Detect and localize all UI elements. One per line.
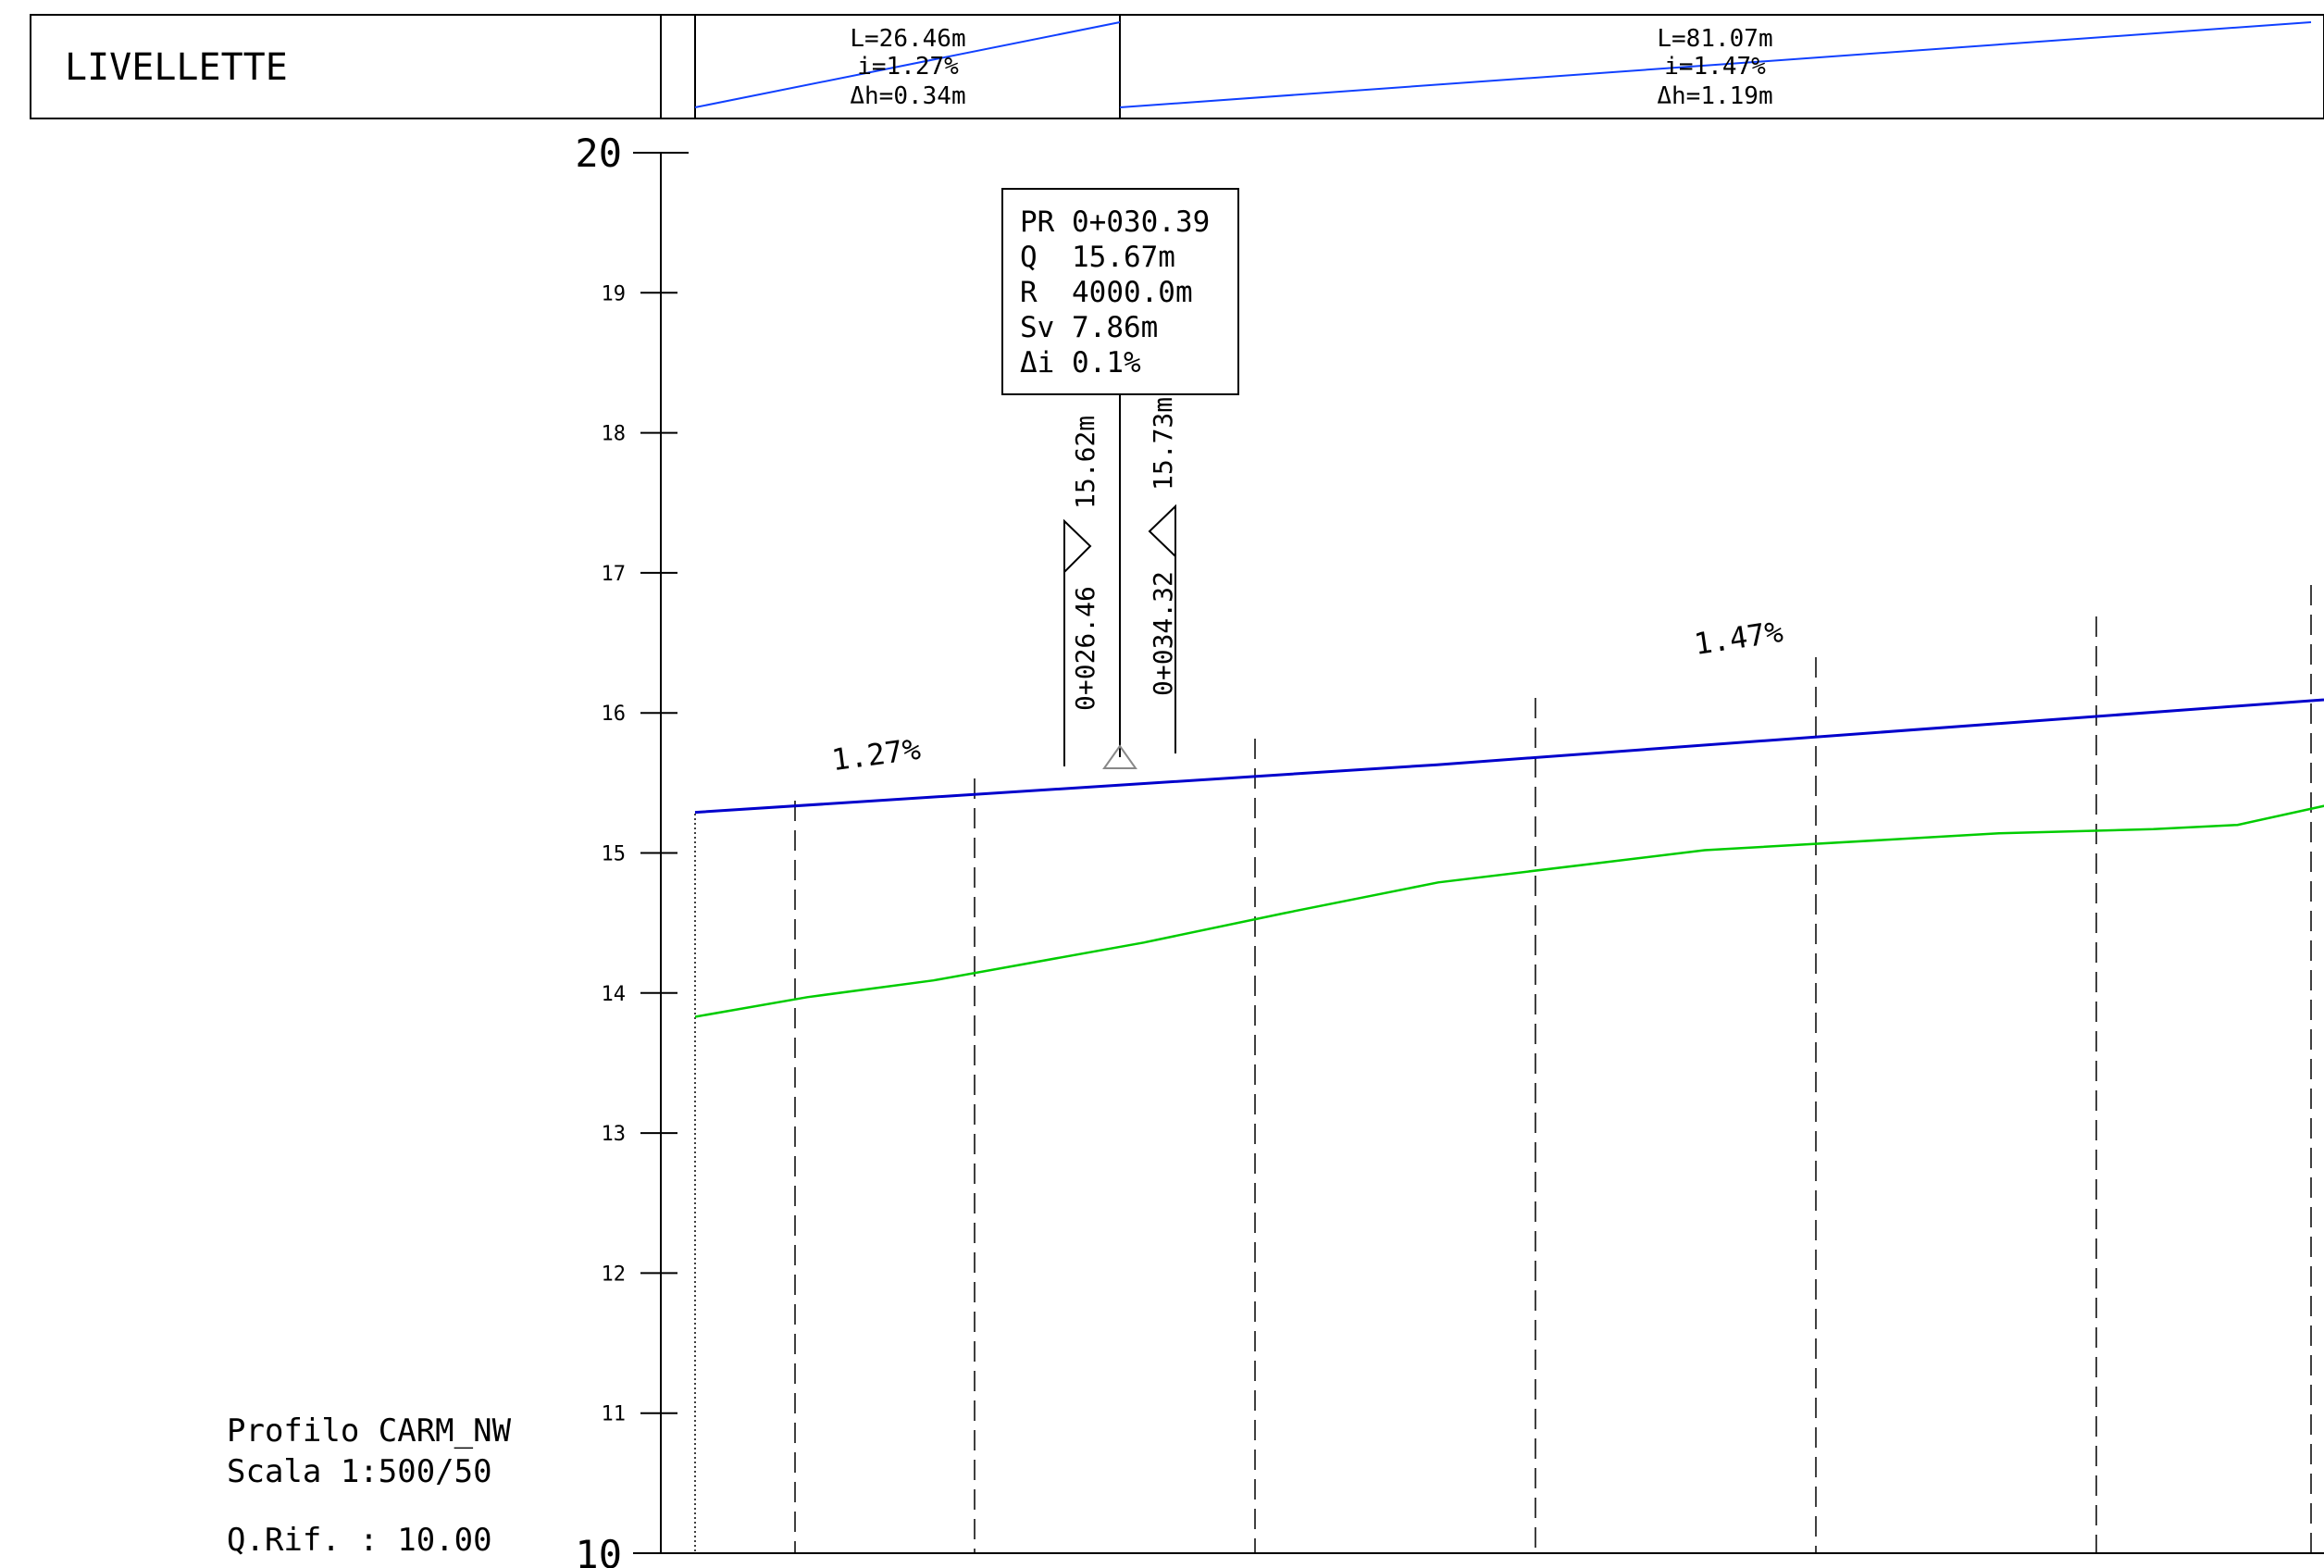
curve-info-sv: Sv 7.86m: [1020, 311, 1158, 344]
axis-label-14: 14: [602, 983, 627, 1006]
segment-1-delta-h: Δh=0.34m: [850, 82, 965, 110]
axis-label-16: 16: [602, 703, 627, 726]
curve-info-r: R 4000.0m: [1020, 276, 1193, 309]
curve-info-delta-i: Δi 0.1%: [1020, 346, 1141, 380]
livellette-band: LIVELLETTE L=26.46m i=1.27% Δh=0.34m L=8…: [30, 14, 2324, 119]
curve-info-pr: PR 0+030.39: [1020, 205, 1210, 239]
curve-start-arrow: [1063, 518, 1092, 575]
curve-start: 15.62m 0+026.46: [1063, 416, 1100, 766]
segment-1-length: L=26.46m: [850, 25, 965, 53]
station-lines: [694, 585, 2312, 1553]
axis-label-15: 15: [602, 843, 627, 866]
livellette-title: LIVELLETTE: [65, 46, 288, 89]
axis-label-bottom: 10: [575, 1532, 622, 1568]
grade-label-1: 1.27%: [829, 731, 922, 778]
segment-2-delta-h: Δh=1.19m: [1657, 82, 1772, 110]
curve-end-elevation: 15.73m: [1148, 397, 1178, 491]
segment-2-labels: L=81.07m i=1.47% Δh=1.19m: [1657, 25, 1772, 110]
curve-info-q: Q 15.67m: [1020, 241, 1175, 274]
livellette-frame: [30, 14, 2324, 119]
segment-2-length: L=81.07m: [1657, 25, 1772, 53]
curve-start-elevation: 15.62m: [1070, 416, 1100, 509]
axis-label-11: 11: [602, 1403, 627, 1426]
curve-end-chainage: 0+034.32: [1148, 571, 1178, 696]
axis-label-17: 17: [602, 563, 627, 586]
segment-1-slope: i=1.27%: [857, 53, 959, 81]
segment-2-slope: i=1.47%: [1664, 53, 1766, 81]
elevation-axis: 20 10 11 12 13 14 15 16 17 18 19: [575, 131, 2324, 1568]
curve-info-box: [1001, 188, 1239, 395]
axis-label-18: 18: [602, 423, 627, 446]
design-grade-line: [694, 698, 2324, 815]
livellette-grade-line-2: [1119, 21, 2312, 108]
grade-label-2: 1.47%: [1692, 614, 1785, 662]
profile-name: Profilo CARM_NW: [227, 1412, 512, 1450]
profile-reference-elevation: Q.Rif. : 10.00: [227, 1522, 492, 1559]
axis-label-13: 13: [602, 1123, 627, 1146]
axis-label-top: 20: [575, 131, 622, 176]
ground-profile-line: [694, 804, 2324, 1018]
curve-start-chainage: 0+026.46: [1070, 586, 1100, 711]
curve-end-arrow: [1148, 504, 1176, 559]
axis-label-12: 12: [602, 1263, 627, 1286]
segment-1-labels: L=26.46m i=1.27% Δh=0.34m: [850, 25, 965, 110]
vertical-curve-annotation: 15.62m 0+026.46 15.73m 0+034.32 PR 0+030…: [1001, 188, 1239, 769]
livellette-grade-line-1: [694, 21, 1121, 108]
curve-end: 15.73m 0+034.32: [1148, 397, 1178, 753]
profile-scale: Scala 1:500/50: [227, 1453, 492, 1490]
axis-minor-ticks: 11 12 13 14 15 16 17 18 19: [602, 282, 677, 1426]
vertex-marker: [1102, 744, 1137, 769]
axis-label-19: 19: [602, 282, 627, 305]
